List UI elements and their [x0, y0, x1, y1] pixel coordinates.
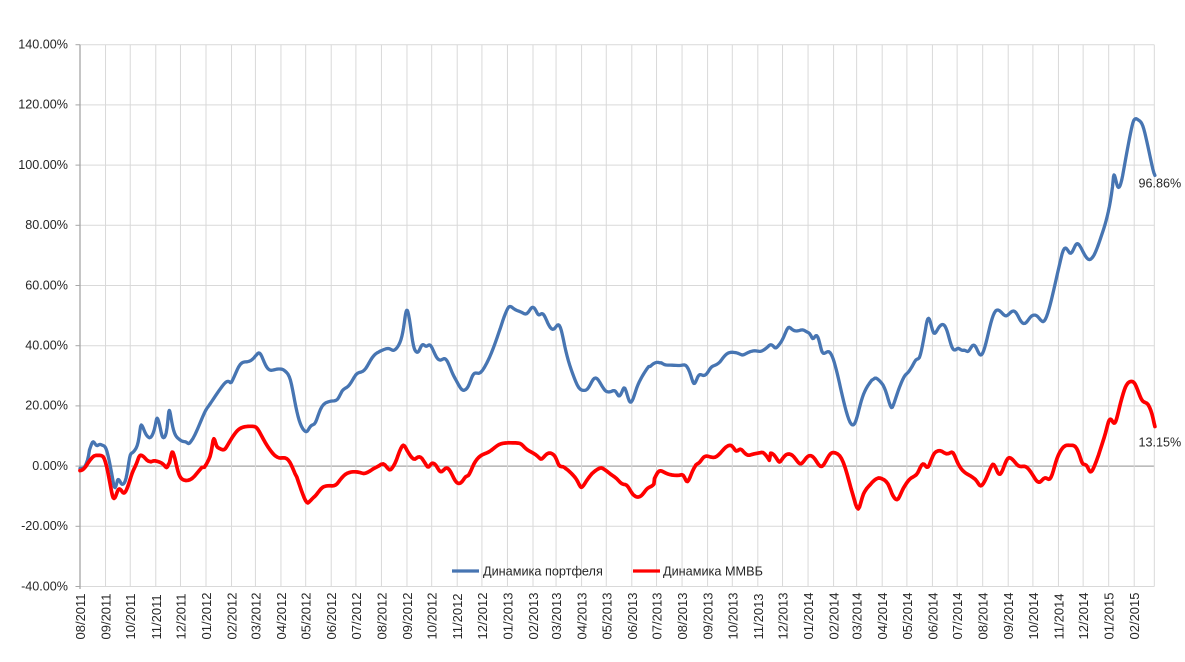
svg-text:140.00%: 140.00%	[18, 38, 68, 52]
svg-text:02/2015: 02/2015	[1127, 593, 1142, 640]
svg-text:01/2013: 01/2013	[500, 593, 515, 640]
svg-text:100.00%: 100.00%	[18, 158, 68, 172]
svg-text:11/2011: 11/2011	[149, 594, 164, 639]
svg-text:12/2011: 12/2011	[173, 593, 188, 639]
svg-text:40.00%: 40.00%	[25, 339, 68, 353]
svg-text:01/2014: 01/2014	[801, 593, 816, 640]
svg-text:02/2014: 02/2014	[827, 593, 842, 640]
svg-text:Динамика портфеля: Динамика портфеля	[483, 564, 603, 578]
svg-text:12/2012: 12/2012	[475, 593, 490, 640]
svg-text:-20.00%: -20.00%	[21, 519, 68, 533]
svg-text:06/2014: 06/2014	[925, 593, 940, 640]
svg-text:05/2014: 05/2014	[900, 593, 915, 640]
svg-text:11/2014: 11/2014	[1051, 593, 1066, 639]
svg-text:02/2013: 02/2013	[526, 593, 541, 640]
svg-text:13.15%: 13.15%	[1139, 435, 1182, 449]
svg-text:01/2015: 01/2015	[1102, 593, 1117, 640]
svg-text:12/2013: 12/2013	[776, 593, 791, 640]
svg-text:10/2013: 10/2013	[725, 593, 740, 640]
svg-text:96.86%: 96.86%	[1139, 176, 1182, 190]
svg-text:07/2014: 07/2014	[950, 593, 965, 640]
svg-text:04/2013: 04/2013	[575, 593, 590, 640]
svg-text:08/2011: 08/2011	[73, 593, 88, 639]
svg-text:09/2014: 09/2014	[1001, 593, 1016, 640]
svg-text:10/2011: 10/2011	[123, 593, 138, 639]
svg-text:04/2012: 04/2012	[274, 593, 289, 640]
svg-text:09/2012: 09/2012	[400, 593, 415, 640]
svg-text:11/2012: 11/2012	[450, 593, 465, 639]
svg-text:12/2014: 12/2014	[1076, 593, 1091, 640]
svg-text:08/2013: 08/2013	[675, 593, 690, 640]
svg-text:07/2013: 07/2013	[650, 593, 665, 640]
svg-text:06/2012: 06/2012	[324, 593, 339, 640]
svg-text:11/2013: 11/2013	[751, 593, 766, 639]
svg-text:10/2012: 10/2012	[425, 593, 440, 640]
svg-text:05/2012: 05/2012	[299, 593, 314, 640]
svg-text:10/2014: 10/2014	[1026, 593, 1041, 640]
svg-text:07/2012: 07/2012	[349, 593, 364, 640]
svg-text:03/2013: 03/2013	[549, 593, 564, 640]
svg-text:03/2014: 03/2014	[850, 593, 865, 640]
svg-text:03/2012: 03/2012	[248, 593, 263, 640]
svg-text:-40.00%: -40.00%	[21, 579, 68, 593]
svg-text:09/2013: 09/2013	[701, 593, 716, 640]
svg-text:0.00%: 0.00%	[32, 459, 68, 473]
svg-text:Динамика ММВБ: Динамика ММВБ	[663, 564, 763, 578]
svg-text:06/2013: 06/2013	[625, 593, 640, 640]
svg-text:02/2012: 02/2012	[225, 593, 240, 640]
svg-text:09/2011: 09/2011	[99, 593, 114, 639]
svg-text:08/2012: 08/2012	[374, 593, 389, 640]
svg-text:01/2012: 01/2012	[199, 593, 214, 640]
svg-text:08/2014: 08/2014	[976, 593, 991, 640]
svg-text:80.00%: 80.00%	[25, 218, 68, 232]
svg-text:60.00%: 60.00%	[25, 278, 68, 292]
svg-text:20.00%: 20.00%	[25, 399, 68, 413]
svg-text:05/2013: 05/2013	[599, 593, 614, 640]
svg-text:04/2014: 04/2014	[875, 593, 890, 640]
svg-text:120.00%: 120.00%	[18, 98, 68, 112]
